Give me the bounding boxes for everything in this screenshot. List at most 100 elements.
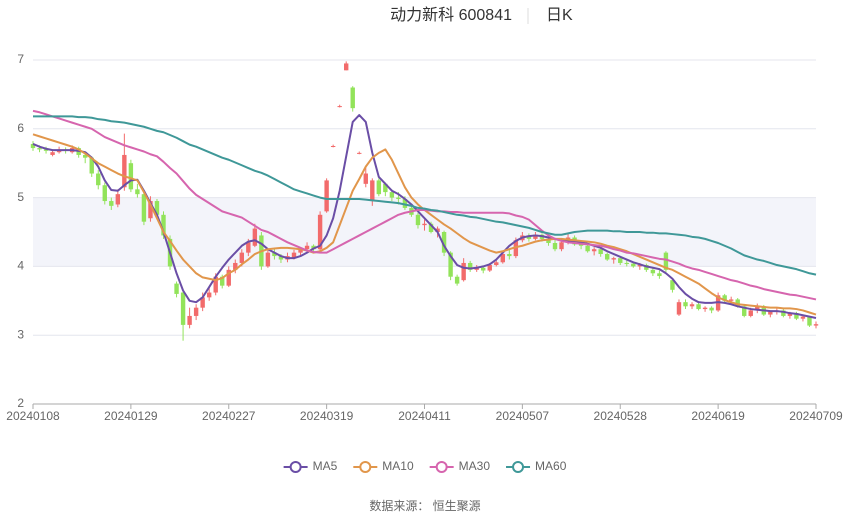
- candle-body: [83, 154, 88, 158]
- ma-line: [32, 109, 817, 301]
- grid-band: [33, 60, 816, 129]
- candle-body: [109, 201, 114, 206]
- candle-body: [115, 194, 121, 205]
- legend-marker: [512, 461, 525, 473]
- source-note: 数据来源： 恒生聚源: [369, 498, 480, 513]
- candle-body: [428, 223, 434, 232]
- x-tick-label: 20240709: [789, 409, 843, 423]
- candle-body: [415, 214, 421, 226]
- candle-body: [696, 304, 701, 310]
- candle-body: [180, 292, 186, 325]
- candle-body: [206, 292, 212, 298]
- candle-body: [435, 228, 440, 232]
- x-tick-label: 20240227: [202, 409, 256, 423]
- legend-label: MA10: [382, 459, 414, 473]
- candle-body: [370, 180, 375, 202]
- candle-body: [278, 256, 284, 260]
- candle-body: [637, 265, 643, 267]
- legend-item[interactable]: MA10: [353, 459, 414, 473]
- chart-title: 动力新科 600841: [390, 6, 512, 24]
- candle-body: [676, 302, 682, 315]
- candle-body: [213, 276, 218, 293]
- candle-body: [787, 313, 793, 316]
- y-tick-label: 7: [17, 52, 24, 66]
- candle-body: [631, 263, 636, 267]
- candle-body: [304, 245, 310, 250]
- candle-body: [317, 214, 323, 250]
- candle-body: [591, 249, 597, 252]
- legend-item[interactable]: MA30: [429, 459, 491, 473]
- candle-body: [291, 252, 297, 259]
- candle-body: [30, 143, 36, 149]
- candle-body: [402, 198, 408, 208]
- candle-body: [135, 189, 140, 195]
- candle-body: [500, 254, 505, 263]
- y-tick-label: 2: [17, 396, 24, 410]
- candle-body: [461, 262, 466, 281]
- grid-band: [33, 335, 816, 404]
- candle-body: [800, 316, 806, 319]
- candle-body: [324, 180, 329, 212]
- x-tick-label: 20240528: [594, 409, 648, 423]
- candle-body: [755, 306, 760, 311]
- candle-body: [487, 265, 492, 271]
- candle-body: [605, 254, 610, 260]
- candle-body: [265, 252, 271, 267]
- candle-body: [467, 262, 473, 270]
- candle-body: [337, 106, 342, 108]
- legend-label: MA30: [459, 459, 491, 473]
- candle-body: [174, 283, 179, 294]
- candle-body: [611, 258, 616, 260]
- legend-label: MA5: [313, 459, 338, 473]
- candle-body: [148, 201, 153, 219]
- candle-body: [37, 148, 42, 150]
- legend-marker: [435, 461, 448, 473]
- candle-body: [50, 152, 55, 155]
- candle-body: [350, 87, 355, 109]
- x-tick-label: 20240129: [104, 409, 158, 423]
- legend-marker: [359, 461, 372, 473]
- y-tick-label: 3: [17, 327, 24, 341]
- candle-body: [689, 304, 695, 307]
- candle-body: [383, 183, 388, 193]
- candle-body: [389, 192, 395, 198]
- candle-body: [357, 152, 362, 154]
- legend-item[interactable]: MA60: [506, 459, 567, 473]
- candle-body: [526, 235, 532, 239]
- candle-body: [807, 316, 812, 326]
- candle-body: [122, 154, 127, 188]
- candle-body: [735, 299, 740, 307]
- candle-body: [794, 313, 799, 319]
- candle-body: [226, 269, 231, 286]
- candle-body: [376, 180, 382, 195]
- legend-item[interactable]: MA5: [283, 459, 338, 473]
- x-tick-label: 20240619: [691, 409, 745, 423]
- candle-body: [533, 234, 538, 239]
- candle-body: [239, 252, 244, 263]
- candle-body: [220, 276, 225, 286]
- candle-body: [454, 276, 460, 284]
- candle-body: [722, 295, 727, 301]
- candle-body: [344, 63, 349, 71]
- legend-label: MA60: [535, 459, 567, 473]
- candle-body: [330, 146, 336, 147]
- x-tick-label: 20240319: [300, 409, 354, 423]
- candle-body: [298, 249, 303, 253]
- candle-body: [187, 315, 192, 325]
- candle-body: [559, 242, 564, 250]
- candle-body: [154, 201, 160, 215]
- candle-body: [481, 267, 486, 271]
- candle-body: [748, 310, 753, 316]
- candle-body: [233, 262, 238, 270]
- candle-body: [618, 258, 623, 263]
- candle-body: [96, 173, 101, 186]
- candle-body: [252, 228, 258, 246]
- candle-body: [683, 302, 688, 307]
- candle-body: [474, 267, 479, 270]
- bands: [33, 59, 816, 405]
- candle-body: [363, 173, 368, 184]
- candle-body: [578, 244, 584, 246]
- candle-body: [657, 273, 662, 277]
- y-tick-label: 4: [17, 259, 24, 273]
